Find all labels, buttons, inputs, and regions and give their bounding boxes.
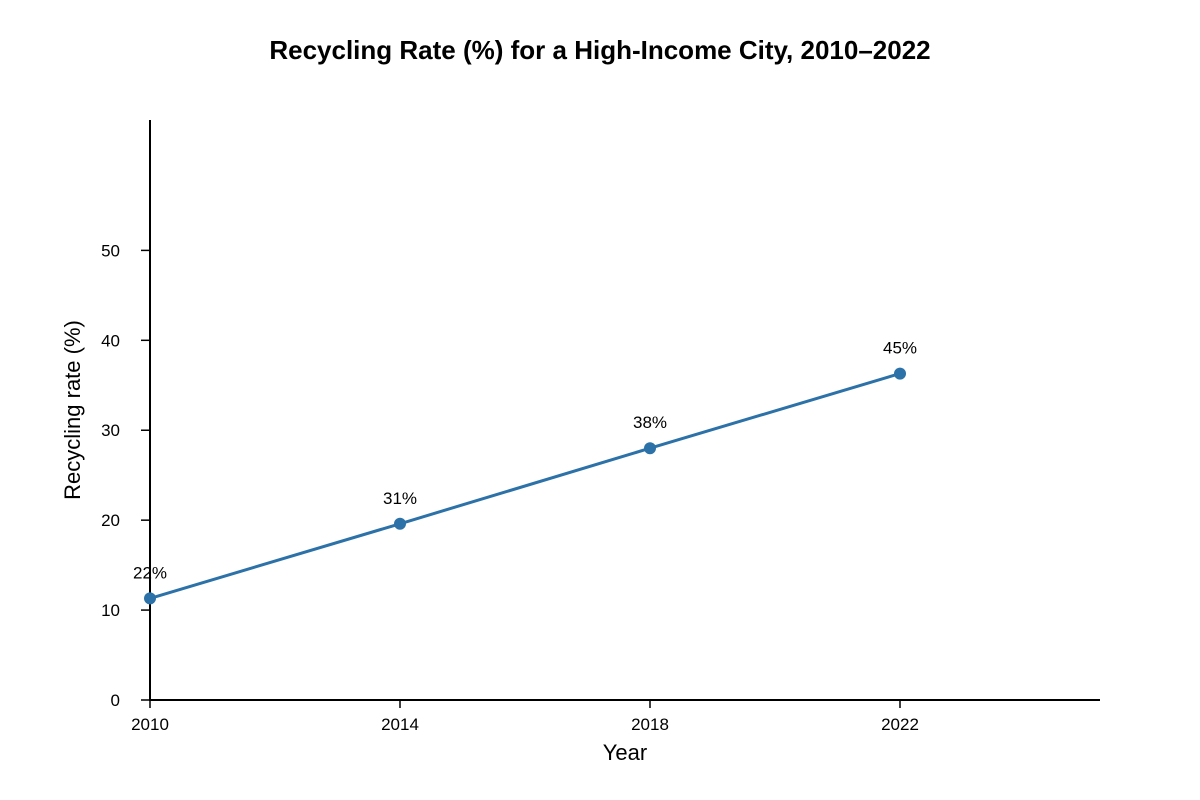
data-point <box>394 517 406 530</box>
x-tick-label: 2010 <box>131 715 169 734</box>
data-label: 38% <box>633 413 667 432</box>
y-axis-label: Recycling rate (%) <box>60 320 85 500</box>
y-tick-label: 20 <box>101 511 120 530</box>
y-tick-label: 40 <box>101 331 120 350</box>
axes <box>149 120 1100 701</box>
x-ticks: 2010 2014 2018 2022 <box>131 700 919 734</box>
data-label: 31% <box>383 489 417 508</box>
x-tick-label: 2014 <box>381 715 419 734</box>
x-tick-label: 2018 <box>631 715 669 734</box>
chart-title: Recycling Rate (%) for a High-Income Cit… <box>269 35 930 65</box>
series-layer: 22% 31% 38% 45% <box>133 339 917 605</box>
data-point <box>644 442 656 455</box>
x-axis-label: Year <box>603 740 647 765</box>
y-tick-label: 50 <box>101 241 120 260</box>
data-point <box>894 367 906 380</box>
data-label: 45% <box>883 339 917 358</box>
x-tick-label: 2022 <box>881 715 919 734</box>
y-tick-label: 10 <box>101 601 120 620</box>
y-tick-label: 30 <box>101 421 120 440</box>
y-ticks: 0 10 20 30 40 50 <box>101 241 150 710</box>
y-tick-label: 0 <box>111 691 120 710</box>
data-label: 22% <box>133 563 167 582</box>
data-point <box>144 592 156 605</box>
series-line <box>148 372 902 600</box>
